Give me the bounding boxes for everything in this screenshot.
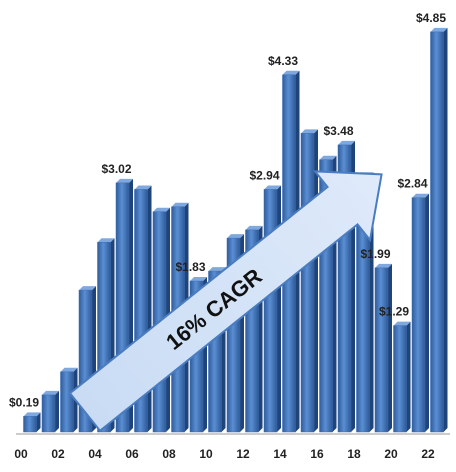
bar-top xyxy=(301,129,318,134)
bar xyxy=(411,197,426,433)
x-tick-label: 14 xyxy=(273,447,287,461)
x-tick-label: 12 xyxy=(236,447,250,461)
bar-top xyxy=(375,263,392,268)
x-tick-label: 00 xyxy=(14,447,28,461)
x-tick-label: 16 xyxy=(310,447,324,461)
bar-top xyxy=(42,390,59,395)
x-tick-label: 06 xyxy=(125,447,139,461)
plot-area xyxy=(23,27,448,433)
x-tick-label: 08 xyxy=(162,447,176,461)
value-label: $1.99 xyxy=(360,247,390,261)
bar-top xyxy=(412,193,429,198)
bar xyxy=(300,133,315,433)
x-tick-label: 04 xyxy=(88,447,102,461)
bar-top xyxy=(264,185,281,190)
bar-top xyxy=(23,412,41,417)
value-label: $0.19 xyxy=(9,395,39,409)
bar xyxy=(23,416,37,433)
value-label: $2.94 xyxy=(249,168,279,182)
bar xyxy=(393,325,407,433)
bar-side xyxy=(388,263,392,432)
bar-top xyxy=(245,225,263,230)
x-tick-label: 02 xyxy=(51,447,65,461)
bar xyxy=(430,31,444,433)
bar-side xyxy=(443,27,448,432)
bar-top xyxy=(430,27,448,32)
bar-top xyxy=(282,70,300,75)
bar-top xyxy=(208,267,226,272)
bar xyxy=(41,394,56,433)
bar-top xyxy=(227,234,244,239)
bar-top xyxy=(79,286,96,291)
x-tick-label: 18 xyxy=(347,447,361,461)
x-tick-label: 10 xyxy=(199,447,213,461)
bar-side xyxy=(406,321,411,432)
bar-top xyxy=(171,202,189,207)
value-label: $1.83 xyxy=(175,260,205,274)
bar-side xyxy=(36,412,41,432)
bar-top xyxy=(134,185,152,190)
bar xyxy=(374,267,389,433)
bar-top xyxy=(393,321,411,326)
value-label: $1.29 xyxy=(379,305,409,319)
bar-top xyxy=(97,238,115,243)
bar-top xyxy=(190,277,207,282)
bar-top xyxy=(116,178,133,183)
value-label: $3.48 xyxy=(323,124,353,138)
bar-side xyxy=(55,390,59,432)
x-tick-label: 20 xyxy=(384,447,398,461)
bar xyxy=(60,371,74,433)
arrow-shape xyxy=(68,170,383,433)
bar-top xyxy=(319,155,337,160)
value-label: $2.84 xyxy=(397,177,427,191)
value-label: $4.33 xyxy=(268,54,298,68)
bar-side xyxy=(277,185,281,432)
bar-top xyxy=(153,207,170,212)
x-tick-label: 22 xyxy=(421,447,435,461)
value-label: $3.02 xyxy=(101,162,131,176)
bar xyxy=(263,189,278,433)
bar-side xyxy=(147,185,152,432)
bar-top xyxy=(60,367,78,372)
bar-top xyxy=(338,140,355,145)
bar-side xyxy=(425,193,429,432)
value-label: $4.85 xyxy=(416,11,446,25)
